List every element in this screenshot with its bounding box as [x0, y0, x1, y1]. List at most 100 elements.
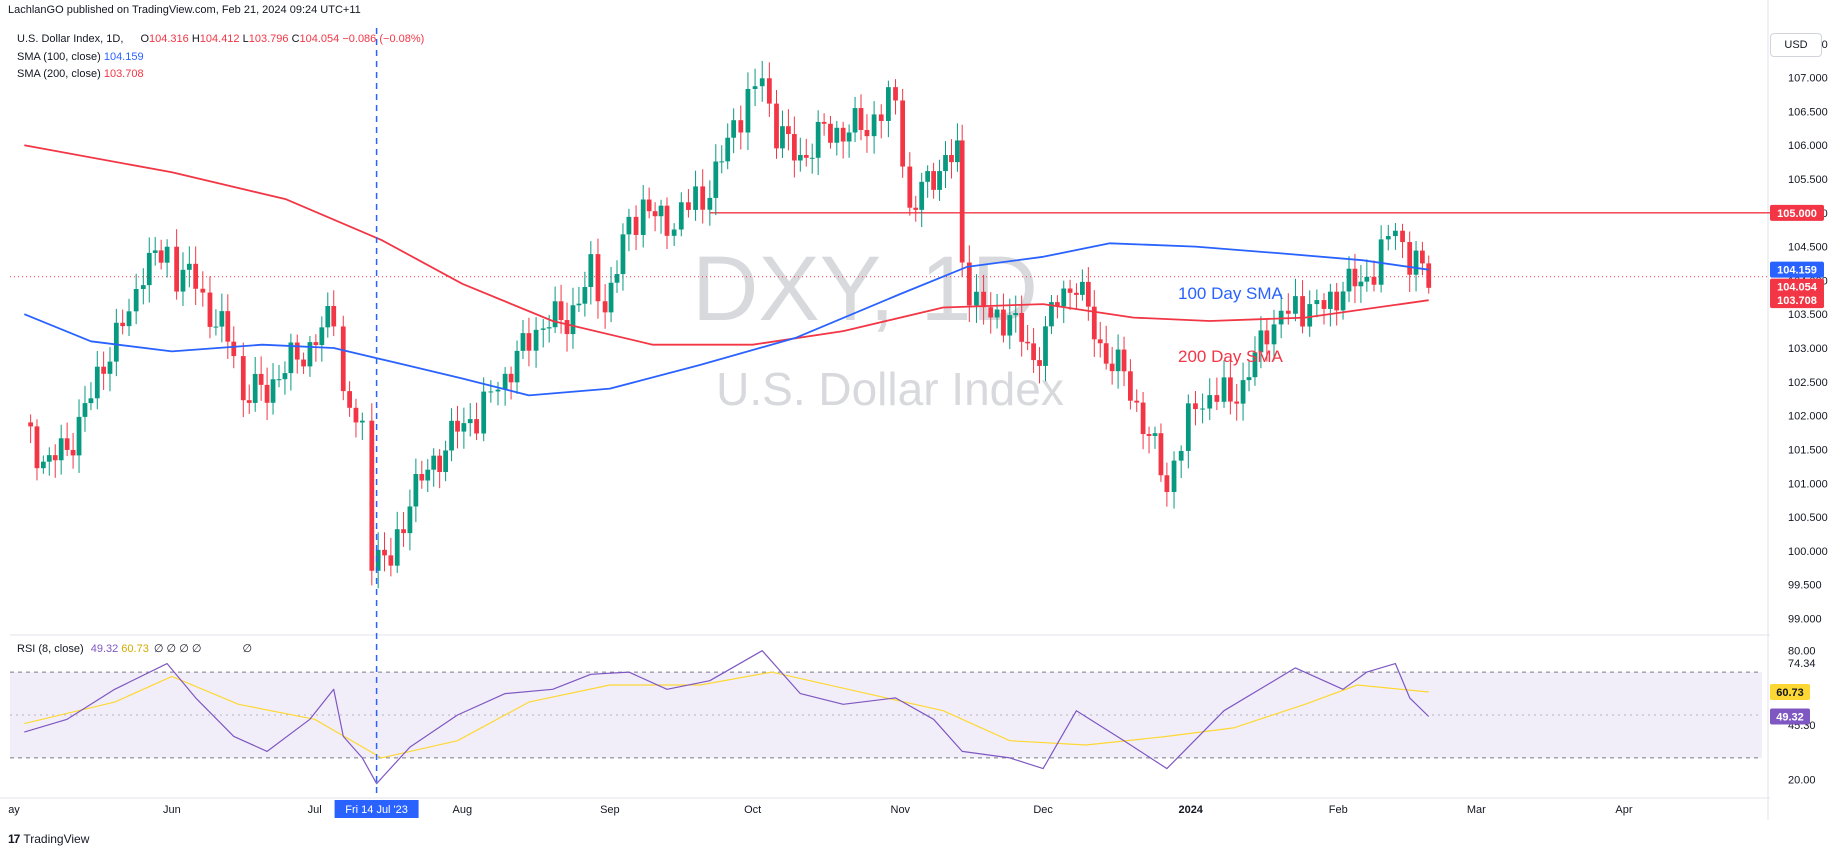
candle-body[interactable]: [713, 161, 719, 198]
candle-body[interactable]: [1385, 236, 1391, 240]
candle-body[interactable]: [231, 341, 237, 357]
sma100-line[interactable]: [23, 242, 1429, 397]
candle-body[interactable]: [864, 129, 870, 137]
currency-button[interactable]: USD: [1770, 33, 1822, 57]
candle-body[interactable]: [1214, 395, 1220, 402]
candle-body[interactable]: [919, 181, 925, 210]
candle-body[interactable]: [1321, 300, 1327, 309]
candle-body[interactable]: [1080, 281, 1085, 295]
candle-body[interactable]: [931, 171, 936, 190]
candle-body[interactable]: [152, 250, 158, 253]
candle-body[interactable]: [1200, 408, 1205, 410]
candle-body[interactable]: [193, 263, 199, 289]
candle-body[interactable]: [797, 154, 803, 161]
candle-body[interactable]: [520, 333, 526, 351]
candle-body[interactable]: [158, 250, 164, 263]
candle-body[interactable]: [1327, 291, 1333, 309]
candle-body[interactable]: [943, 155, 948, 172]
candle-body[interactable]: [52, 455, 58, 461]
candle-body[interactable]: [1085, 281, 1091, 307]
candle-body[interactable]: [949, 155, 954, 163]
candle-body[interactable]: [1258, 330, 1264, 353]
candle-body[interactable]: [437, 455, 443, 473]
candle-body[interactable]: [602, 301, 608, 313]
candle-body[interactable]: [626, 216, 632, 235]
candle-body[interactable]: [576, 303, 582, 306]
candle-body[interactable]: [913, 207, 919, 210]
candle-body[interactable]: [461, 423, 467, 432]
candle-body[interactable]: [1007, 315, 1013, 336]
candle-body[interactable]: [1140, 402, 1146, 435]
candle-body[interactable]: [455, 420, 460, 432]
candle-body[interactable]: [815, 121, 821, 158]
candle-body[interactable]: [1221, 377, 1227, 402]
candle-body[interactable]: [614, 274, 620, 283]
candle-body[interactable]: [1171, 460, 1177, 493]
candle-body[interactable]: [1178, 450, 1184, 461]
candle-body[interactable]: [1031, 343, 1036, 361]
candle-body[interactable]: [937, 171, 942, 190]
candle-body[interactable]: [533, 329, 539, 351]
candle-body[interactable]: [588, 254, 594, 288]
candle-body[interactable]: [671, 229, 677, 236]
candle-body[interactable]: [319, 327, 325, 346]
candle-body[interactable]: [1364, 276, 1370, 282]
candle-body[interactable]: [1109, 363, 1115, 372]
candle-body[interactable]: [803, 154, 809, 158]
candle-body[interactable]: [821, 121, 827, 124]
candle-body[interactable]: [686, 202, 691, 210]
candle-body[interactable]: [700, 186, 706, 210]
candle-body[interactable]: [652, 211, 658, 217]
candle-body[interactable]: [900, 100, 906, 167]
candle-body[interactable]: [413, 474, 419, 507]
candle-body[interactable]: [1207, 395, 1213, 409]
candle-body[interactable]: [1264, 330, 1270, 345]
candle-body[interactable]: [294, 342, 300, 360]
candle-body[interactable]: [1400, 230, 1405, 243]
candle-body[interactable]: [1055, 302, 1060, 307]
candle-body[interactable]: [1043, 326, 1048, 366]
candle-body[interactable]: [474, 419, 479, 434]
candle-body[interactable]: [133, 289, 139, 312]
candle-body[interactable]: [907, 166, 913, 208]
candle-body[interactable]: [407, 506, 413, 534]
candle-body[interactable]: [186, 263, 192, 270]
candle-body[interactable]: [546, 327, 552, 329]
candle-body[interactable]: [58, 438, 64, 461]
candle-body[interactable]: [70, 449, 76, 456]
candle-body[interactable]: [375, 549, 381, 571]
candle-body[interactable]: [646, 199, 652, 212]
candle-body[interactable]: [1227, 377, 1233, 402]
candle-body[interactable]: [82, 403, 88, 417]
candle-body[interactable]: [1246, 377, 1252, 381]
candle-body[interactable]: [467, 419, 473, 424]
candle-body[interactable]: [28, 422, 34, 427]
candle-body[interactable]: [846, 132, 852, 142]
candle-body[interactable]: [340, 326, 346, 392]
candle-body[interactable]: [425, 469, 431, 481]
candle-body[interactable]: [325, 305, 331, 328]
candle-body[interactable]: [46, 455, 52, 462]
candle-body[interactable]: [707, 197, 713, 210]
candle-body[interactable]: [1061, 288, 1067, 307]
candle-body[interactable]: [508, 373, 514, 383]
candle-body[interactable]: [1001, 309, 1006, 336]
candle-body[interactable]: [449, 420, 454, 451]
candle-body[interactable]: [64, 438, 70, 450]
candle-body[interactable]: [1407, 242, 1413, 275]
sma100-legend[interactable]: SMA (100, close) 104.159: [17, 51, 144, 63]
rsi-line[interactable]: [24, 650, 1430, 785]
candle-body[interactable]: [164, 246, 170, 263]
sma200-legend[interactable]: SMA (200, close) 103.708: [17, 68, 144, 80]
candle-body[interactable]: [570, 305, 576, 335]
candle-body[interactable]: [1013, 313, 1019, 316]
candle-body[interactable]: [582, 287, 588, 304]
candle-body[interactable]: [431, 455, 437, 470]
candle-body[interactable]: [481, 391, 487, 434]
candle-body[interactable]: [282, 373, 288, 380]
candle-body[interactable]: [1285, 310, 1291, 314]
candle-body[interactable]: [1067, 288, 1073, 293]
candle-body[interactable]: [174, 246, 180, 292]
candle-body[interactable]: [1420, 250, 1425, 264]
